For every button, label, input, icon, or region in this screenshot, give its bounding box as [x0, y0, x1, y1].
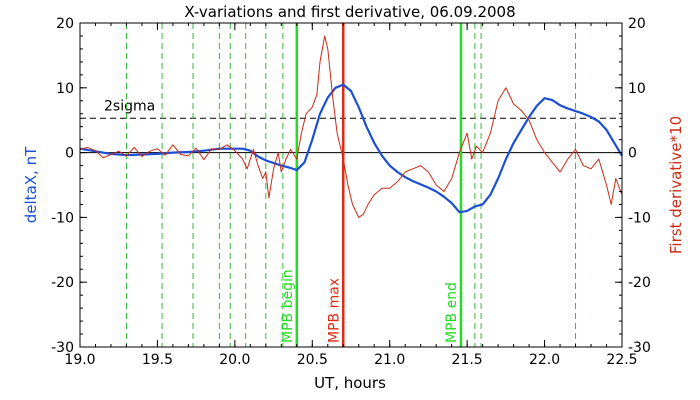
y-tick-right-label-0: -30 — [628, 340, 651, 356]
x-tick-label-7: 22.5 — [606, 352, 637, 368]
x-tick-label-1: 19.5 — [142, 352, 173, 368]
y-tick-right-label-5: 20 — [628, 16, 646, 32]
y-tick-left-label-0: -30 — [51, 340, 74, 356]
x-tick-label-6: 22.0 — [529, 352, 560, 368]
y-tick-right-label-1: -20 — [628, 275, 651, 291]
chart-title: X-variations and first derivative, 06.09… — [184, 3, 515, 21]
threshold-label: 2sigma — [104, 98, 155, 114]
x-tick-label-2: 20.0 — [219, 352, 250, 368]
plot-area: 2sigma MPB begin MPB max MPB end 19.0 19.5 20.… — [51, 16, 651, 368]
y-tick-left-label-2: -10 — [51, 210, 74, 226]
y-tick-right-label-2: -10 — [628, 210, 651, 226]
x-tick-label-5: 21.5 — [452, 352, 483, 368]
x-tick-label-0: 19.0 — [64, 352, 95, 368]
x-tick-label-4: 21.0 — [374, 352, 405, 368]
mpb-label-1: MPB max — [326, 278, 342, 343]
y-tick-left-label-1: -20 — [51, 275, 74, 291]
y-tick-left-label-3: 0 — [65, 146, 74, 162]
y-axis-left-label: deltaX, nT — [22, 146, 40, 223]
series-line-1 — [79, 35, 623, 218]
y-axis-right-label: First derivative*10 — [667, 116, 685, 254]
y-tick-left-label-4: 10 — [56, 81, 74, 97]
y-tick-left-label-5: 20 — [56, 16, 74, 32]
y-tick-right-label-3: 0 — [628, 146, 637, 162]
mpb-label-2: MPB end — [444, 282, 460, 343]
plot-frame — [79, 22, 623, 348]
x-axis-label: UT, hours — [314, 374, 386, 392]
x-tick-label-3: 20.5 — [297, 352, 328, 368]
series-line-0 — [79, 83, 623, 214]
y-tick-right-label-4: 10 — [628, 81, 646, 97]
mpb-label-0: MPB begin — [280, 269, 296, 343]
